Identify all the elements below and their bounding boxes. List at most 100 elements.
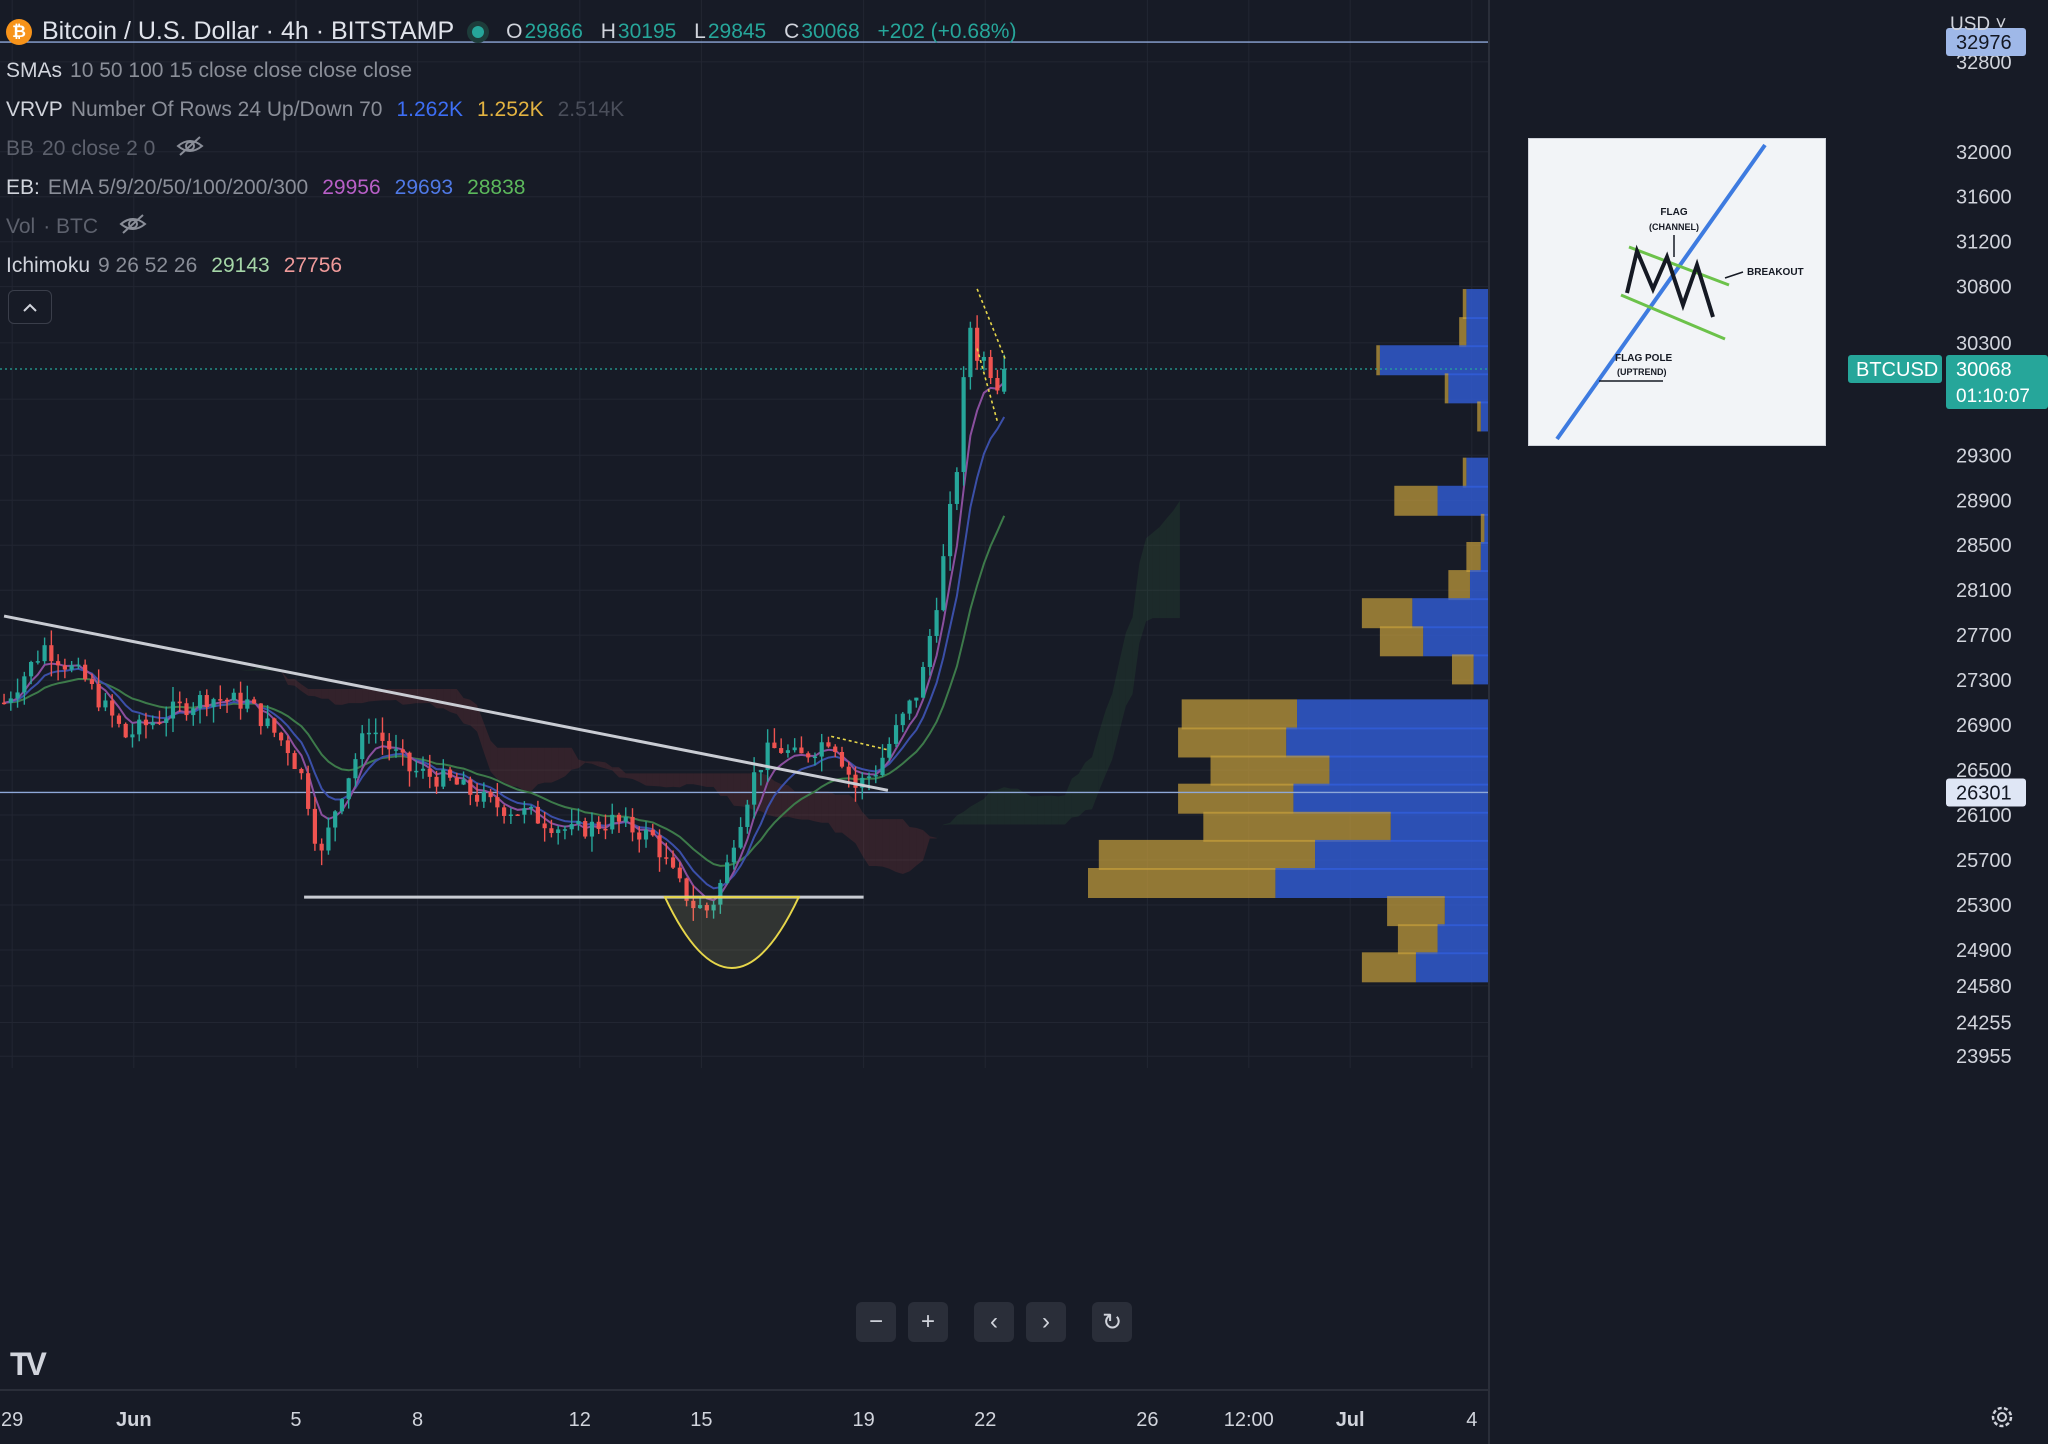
candle-body <box>630 816 635 833</box>
cloud-segment <box>1092 733 1099 810</box>
price-tick-label: 29300 <box>1956 445 2012 467</box>
cloud-segment <box>828 791 836 833</box>
indicator-row[interactable]: Ichimoku 9 26 52 26 29143 27756 <box>6 246 1028 285</box>
candle-body <box>28 661 34 677</box>
candle-body <box>711 904 716 911</box>
candle-body <box>353 759 358 779</box>
volume-profile-down-bar <box>1293 783 1488 814</box>
cloud-segment <box>1173 500 1180 619</box>
cloud-segment <box>1044 795 1052 825</box>
indicator-value: 1.262K <box>396 97 464 121</box>
candle-body <box>684 878 689 901</box>
indicator-row[interactable]: SMAs 10 50 100 15 close close close close <box>6 51 1028 90</box>
eye-crossed-icon[interactable] <box>169 134 205 164</box>
candle-body <box>312 808 317 844</box>
candle-body <box>400 749 405 753</box>
ohlc-change: +202 (+0.68%) <box>877 19 1017 43</box>
candle-body <box>988 356 993 379</box>
volume-profile-down-bar <box>1466 289 1488 320</box>
cloud-segment <box>720 773 728 796</box>
candle-body <box>137 719 142 735</box>
rounded-bottom-shape <box>663 896 801 969</box>
symbol-title[interactable]: Bitcoin / U.S. Dollar · 4h · BITSTAMP <box>42 17 455 45</box>
cloud-segment <box>936 824 944 839</box>
candle-body <box>164 718 169 723</box>
eye-crossed-icon[interactable] <box>112 212 148 242</box>
cloud-segment <box>551 747 559 783</box>
symbol-badge-background <box>1848 354 1942 383</box>
indicator-value: 28838 <box>467 175 526 199</box>
cloud-segment <box>321 688 329 699</box>
candle-body <box>576 821 581 825</box>
candle-body <box>96 683 101 708</box>
candle-body <box>839 751 845 767</box>
ohlc-open-key: O <box>506 19 523 43</box>
candle-body <box>670 857 676 868</box>
indicator-row[interactable]: VRVP Number Of Rows 24 Up/Down 70 1.262K 1.… <box>6 90 1028 129</box>
candle-body <box>56 661 61 666</box>
cloud-segment <box>510 747 518 787</box>
candle-body <box>441 769 446 787</box>
volume-profile-down-bar <box>1480 401 1488 432</box>
current-price-label: 30068 <box>1956 359 2012 381</box>
candle-body <box>69 665 74 670</box>
indicator-row[interactable]: BB 20 close 2 0 <box>6 129 1028 168</box>
channel-label: (CHANNEL) <box>1649 222 1699 232</box>
drawings[interactable] <box>3 288 1007 969</box>
indicator-value: 1.252K <box>477 97 544 121</box>
symbol-header: ₿ Bitcoin / U.S. Dollar · 4h · BITSTAMP … <box>6 12 1028 51</box>
cloud-segment <box>591 761 599 767</box>
zoom-in-button[interactable]: + <box>908 1302 948 1342</box>
reset-chart-button[interactable]: ↻ <box>1092 1302 1132 1342</box>
price-tick-label: 28500 <box>1956 535 2012 557</box>
collapse-legend-button[interactable] <box>8 290 52 324</box>
scroll-left-button[interactable]: ‹ <box>974 1302 1014 1342</box>
candle-body <box>22 676 27 693</box>
candle-body <box>826 742 831 747</box>
flag-channel-top <box>1628 245 1730 287</box>
scroll-right-button[interactable]: › <box>1026 1302 1066 1342</box>
candle-body <box>968 327 973 378</box>
candle-body <box>245 699 250 709</box>
indicator-row[interactable]: Vol · BTC <box>6 207 1028 246</box>
settings-gear-icon[interactable] <box>1988 1403 2016 1431</box>
candle-body <box>1002 368 1007 392</box>
cloud-segment <box>1051 795 1059 825</box>
cloud-segment <box>1031 796 1038 825</box>
indicator-value: 2.514K <box>557 97 625 121</box>
volume-profile-down-bar <box>1329 755 1488 786</box>
volume-profile-up-bar <box>1448 570 1470 601</box>
cloud-segment <box>578 759 586 769</box>
currency-selector[interactable]: USD ˅ <box>1950 14 2007 36</box>
candle-body <box>1 702 7 705</box>
cloud-segment <box>436 688 444 709</box>
candle-body <box>954 472 959 504</box>
tradingview-logo[interactable]: TV <box>10 1346 47 1382</box>
cloud-segment <box>558 747 565 780</box>
cloud-segment <box>1064 778 1072 825</box>
candle-body <box>596 821 601 829</box>
cloud-segment <box>700 773 707 787</box>
cloud-segment <box>1139 538 1147 644</box>
candle-body <box>414 770 419 773</box>
cloud-segment <box>693 773 701 786</box>
candle-body <box>907 700 912 714</box>
volume-profile-down-bar <box>1473 654 1488 685</box>
candle-body <box>725 862 730 883</box>
time-scale[interactable]: 29 Jun 5 8 12 15 19 22 26 12:00 Jul 4 <box>0 1389 1488 1444</box>
cloud-segment <box>585 761 592 764</box>
price-tick-label: 32800 <box>1956 52 2012 74</box>
indicator-value: 27756 <box>283 253 343 277</box>
indicator-row[interactable]: EB: EMA 5/9/20/50/100/200/300 29956 29693 28… <box>6 168 1028 207</box>
candle-body <box>549 828 554 834</box>
cloud-segment <box>1017 788 1025 825</box>
candle-body <box>975 327 980 361</box>
zoom-out-button[interactable]: − <box>856 1302 896 1342</box>
candle-body <box>785 750 791 753</box>
cloud-segment <box>1010 788 1018 825</box>
cloud-segment <box>916 827 924 866</box>
volume-profile-down-bar <box>1297 699 1488 730</box>
cloud-segment <box>632 773 640 783</box>
candle-body <box>610 814 615 830</box>
horizontal-levels[interactable] <box>0 41 1488 794</box>
